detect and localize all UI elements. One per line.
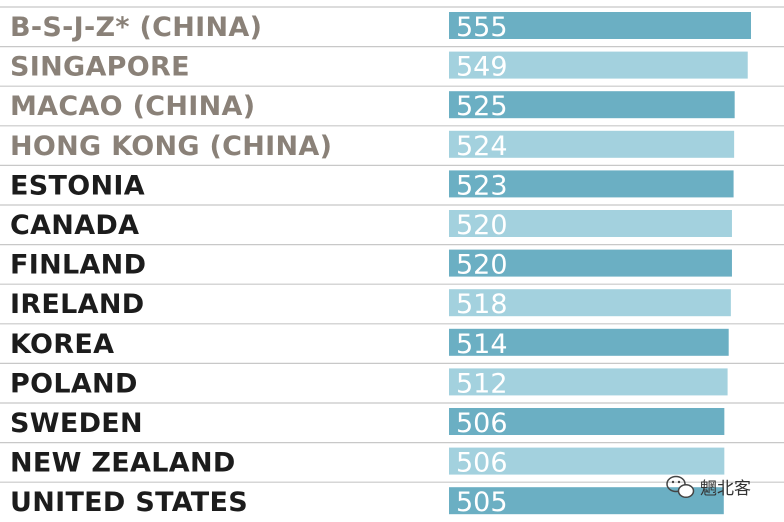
value-label: 512	[456, 368, 508, 399]
value-label: 514	[456, 329, 508, 360]
category-label: CANADA	[10, 210, 139, 241]
value-label: 518	[456, 289, 508, 320]
bar	[449, 12, 751, 39]
value-label: 520	[456, 250, 508, 281]
chart-row: IRELAND 518	[0, 283, 784, 320]
bar	[449, 289, 731, 317]
chart-row: UNITED STATES 505	[0, 481, 784, 518]
bar	[449, 328, 729, 356]
category-label: UNITED STATES	[10, 487, 248, 518]
category-label: SINGAPORE	[10, 52, 190, 83]
chart-row: POLAND 512	[0, 362, 784, 399]
value-label: 525	[456, 91, 508, 122]
bar	[449, 368, 728, 396]
watermark: 魍北客	[666, 475, 751, 499]
category-label: ESTONIA	[10, 170, 145, 201]
watermark-text: 魍北客	[700, 479, 751, 499]
value-label: 505	[456, 487, 508, 518]
category-label: IRELAND	[10, 289, 145, 320]
category-label: FINLAND	[10, 250, 146, 281]
bar	[449, 447, 725, 475]
category-label: POLAND	[10, 368, 138, 399]
chart-row: SINGAPORE 549	[0, 45, 784, 83]
bar	[449, 210, 732, 237]
wechat-icon	[666, 475, 695, 499]
category-label: B-S-J-Z* (CHINA)	[10, 12, 262, 43]
category-label: HONG KONG (CHINA)	[10, 131, 332, 162]
chart-row: HONG KONG (CHINA) 524	[0, 125, 784, 162]
bar	[449, 249, 732, 277]
chart-row: MACAO (CHINA) 525	[0, 85, 784, 122]
category-label: SWEDEN	[10, 408, 143, 439]
bar	[449, 408, 725, 435]
value-label: 549	[456, 52, 508, 83]
bar	[449, 170, 734, 198]
chart-row: NEW ZEALAND 506	[0, 442, 784, 479]
chart-row: CANADA 520	[0, 204, 784, 241]
value-label: 506	[456, 408, 508, 439]
chart-row: FINLAND 520	[0, 244, 784, 281]
category-label: NEW ZEALAND	[10, 448, 236, 479]
value-label: 520	[456, 210, 508, 241]
value-label: 506	[456, 448, 508, 479]
bar	[449, 51, 748, 79]
bar	[449, 130, 735, 158]
chart-row: KOREA 514	[0, 323, 784, 360]
category-label: KOREA	[10, 329, 114, 360]
value-label: 555	[456, 12, 508, 43]
category-label: MACAO (CHINA)	[10, 91, 255, 122]
chart-row: ESTONIA 523	[0, 164, 784, 201]
value-label: 524	[456, 131, 508, 162]
chart-row: SWEDEN 506	[0, 402, 784, 439]
chart-row: B-S-J-Z* (CHINA) 555	[0, 6, 784, 43]
bar	[449, 91, 735, 119]
value-label: 523	[456, 170, 508, 201]
